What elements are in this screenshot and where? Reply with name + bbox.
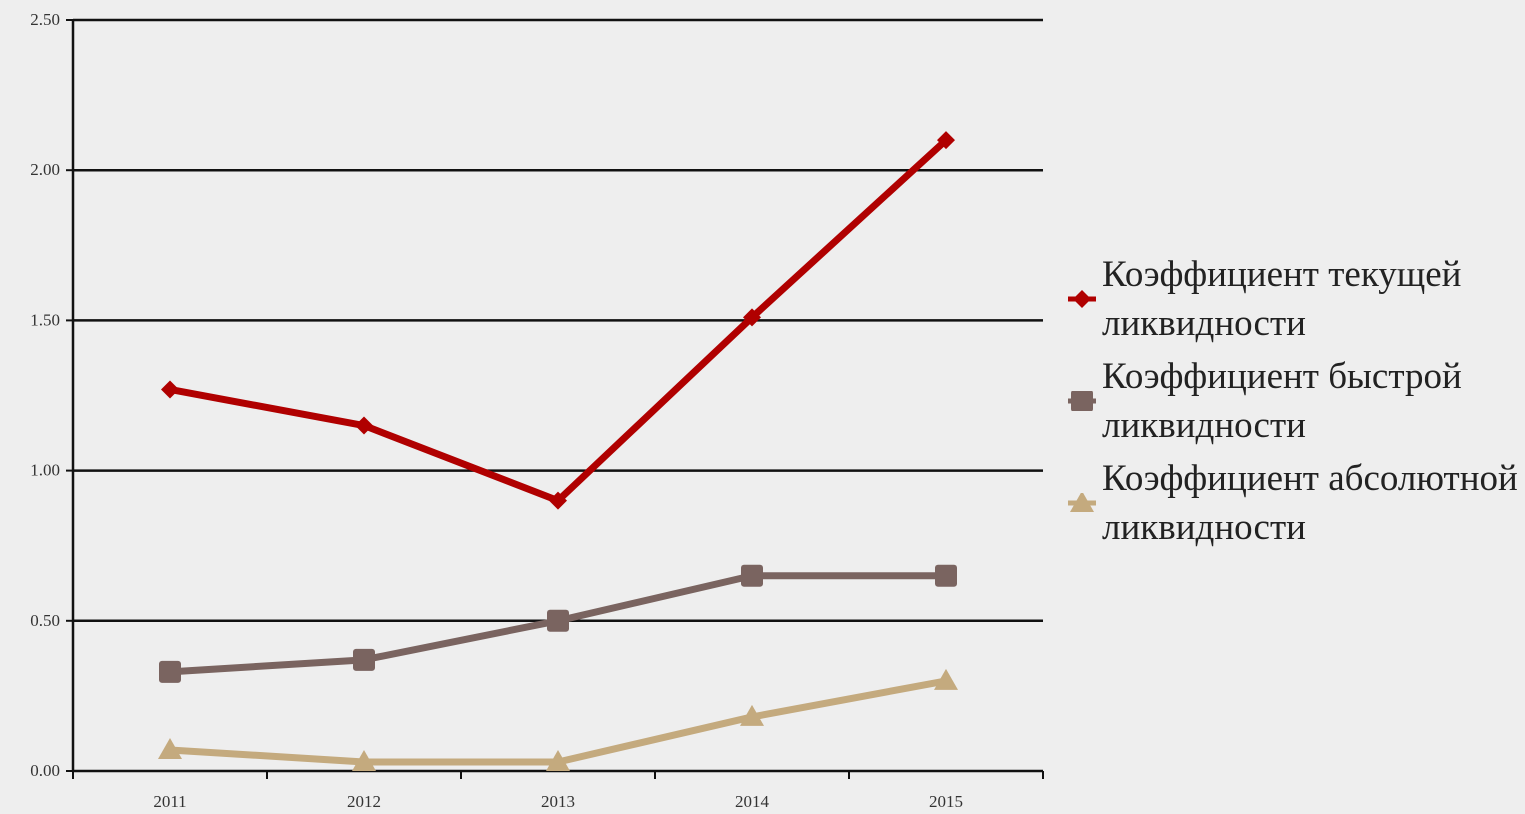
legend-label: Коэффициент текущей ликвидности [1102, 254, 1462, 344]
series-markers [158, 131, 958, 771]
data-point-s2-2013 [547, 609, 569, 632]
y-tick-label: 0.50 [30, 611, 60, 630]
x-tick-label: 2012 [347, 792, 381, 811]
data-point-s3-2015 [934, 668, 958, 690]
data-point-s3-2014 [740, 704, 764, 726]
data-point-s1-2015 [937, 131, 955, 150]
data-point-s3-2011 [158, 737, 182, 759]
legend-item-3: Коэффициент абсолютной ликвидности [1066, 454, 1521, 552]
y-tick-label: 0.00 [30, 761, 60, 780]
legend-marker-shape [1071, 391, 1093, 411]
data-point-s2-2014 [741, 564, 763, 587]
y-tick-label: 1.50 [30, 310, 60, 329]
legend-label: Коэффициент абсолютной ликвидности [1102, 458, 1518, 548]
tick-labels: 0.00 0.50 1.00 1.50 2.00 2.50 2011 2012 2013 2014… [30, 10, 963, 811]
x-tick-label: 2013 [541, 792, 575, 811]
data-point-s2-2012 [353, 648, 375, 671]
legend-marker-shape [1070, 493, 1094, 512]
y-tick-label: 2.50 [30, 10, 60, 29]
axes [66, 19, 1044, 779]
data-point-s3-2013 [546, 749, 570, 771]
data-point-s1-2012 [355, 416, 373, 435]
data-point-s2-2015 [935, 564, 957, 587]
grid-lines [73, 18, 1043, 623]
legend-marker-icon [1068, 391, 1096, 411]
series-lines [166, 136, 950, 766]
data-point-s1-2013 [549, 491, 567, 510]
series-line-3 [166, 677, 950, 766]
legend-marker-shape [1073, 290, 1091, 308]
legend-marker-icon [1068, 290, 1096, 308]
legend-item-1: Коэффициент текущей ликвидности [1066, 250, 1521, 348]
legend-item-2: Коэффициент быстрой ликвидности [1066, 352, 1521, 450]
x-tick-label: 2014 [735, 792, 770, 811]
y-tick-label: 2.00 [30, 160, 60, 179]
legend-marker-icon [1068, 493, 1096, 512]
data-point-s2-2011 [159, 660, 181, 683]
data-point-s1-2011 [161, 380, 179, 399]
x-tick-label: 2015 [929, 792, 963, 811]
data-point-s3-2012 [352, 749, 376, 771]
data-point-s1-2014 [743, 308, 761, 327]
y-tick-label: 1.00 [30, 461, 60, 480]
legend-label: Коэффициент быстрой ликвидности [1102, 356, 1462, 446]
legend: Коэффициент текущей ликвидности Коэффицие… [1066, 250, 1521, 556]
x-tick-label: 2011 [153, 792, 186, 811]
